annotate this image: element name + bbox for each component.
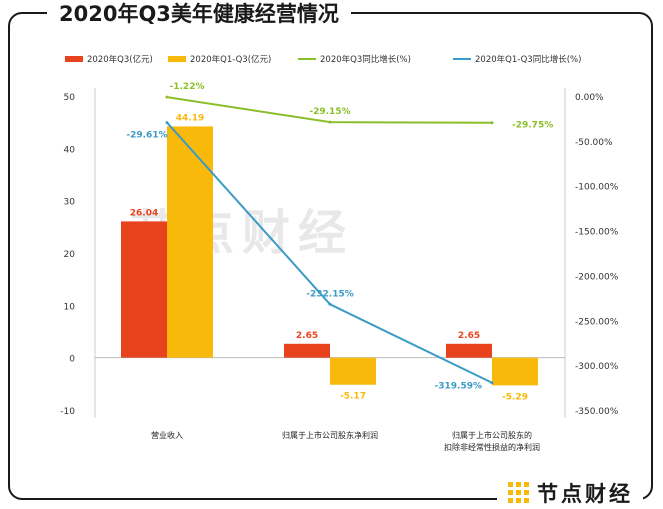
bar-data-label: 2.65: [296, 331, 318, 341]
left-tick-label: 30: [64, 198, 76, 208]
legend-swatch: [65, 56, 83, 62]
left-tick-label: 0: [69, 355, 75, 365]
category-label: 归属于上市公司股东净利润: [282, 430, 378, 440]
right-tick-label: -350.00%: [575, 407, 619, 417]
line-data-label: -29.15%: [309, 107, 350, 117]
left-tick-label: 50: [64, 93, 76, 103]
line-point: [165, 121, 169, 125]
legend-label: 2020年Q1-Q3同比增长(%): [475, 54, 581, 65]
bar-data-label: 26.04: [130, 208, 158, 218]
brand-logo-icon: [508, 482, 529, 503]
line-point: [328, 120, 332, 124]
left-tick-label: -10: [60, 407, 75, 417]
bar: [121, 221, 167, 358]
bar-data-label: 44.19: [176, 113, 204, 123]
right-tick-label: -50.00%: [575, 138, 613, 148]
right-tick-label: 0.00%: [575, 93, 604, 103]
line-data-label: -1.22%: [170, 82, 205, 92]
line-point: [165, 95, 169, 99]
bar: [284, 343, 330, 358]
line-data-label: -29.75%: [512, 121, 553, 131]
legend-label: 2020年Q1-Q3(亿元): [190, 54, 271, 65]
line-data-label: -29.61%: [126, 131, 167, 141]
legend-label: 2020年Q3同比增长(%): [320, 54, 411, 65]
right-tick-label: -250.00%: [575, 317, 619, 327]
line-point: [490, 381, 494, 385]
series-line: [166, 121, 493, 384]
category-label: 归属于上市公司股东的: [452, 430, 532, 440]
right-tick-label: -150.00%: [575, 228, 619, 238]
left-tick-label: 10: [64, 302, 76, 312]
line-point: [328, 302, 332, 306]
bar-data-label: -5.17: [340, 392, 366, 402]
bar: [446, 343, 492, 358]
left-tick-label: 20: [64, 250, 76, 260]
right-tick-label: -300.00%: [575, 362, 619, 372]
right-tick-label: -200.00%: [575, 272, 619, 282]
line-data-label: -319.59%: [435, 382, 482, 392]
left-tick-label: 40: [64, 145, 76, 155]
legend-label: 2020年Q3(亿元): [87, 54, 153, 65]
right-tick-label: -100.00%: [575, 183, 619, 193]
category-label: 营业收入: [151, 430, 183, 440]
category-label: 扣除非经常性损益的净利润: [444, 442, 540, 452]
page-title: 2020年Q3美年健康经营情况: [47, 0, 351, 28]
line-data-label: -232.15%: [306, 289, 353, 299]
bar-data-label: 2.65: [458, 331, 480, 341]
bar: [492, 357, 538, 386]
bar: [330, 357, 376, 385]
bar: [167, 126, 213, 358]
line-point: [490, 121, 494, 125]
bar-data-label: -5.29: [502, 392, 528, 402]
legend-swatch: [168, 56, 186, 62]
brand: 节点财经: [497, 477, 643, 509]
brand-name: 节点财经: [537, 482, 633, 506]
